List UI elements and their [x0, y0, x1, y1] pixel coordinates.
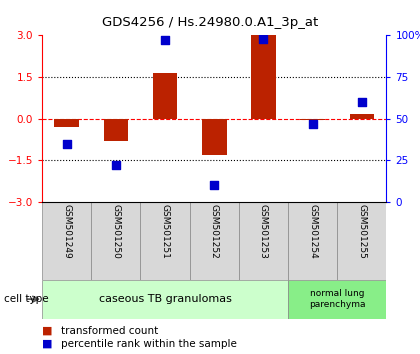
Bar [140, 202, 189, 280]
Point [260, 36, 267, 41]
Text: caseous TB granulomas: caseous TB granulomas [99, 294, 231, 304]
Text: ■: ■ [42, 339, 52, 349]
Bar [337, 202, 386, 280]
Bar [42, 280, 288, 319]
Text: GSM501250: GSM501250 [111, 204, 120, 259]
Text: GSM501249: GSM501249 [62, 204, 71, 259]
Bar [189, 202, 239, 280]
Text: transformed count: transformed count [61, 326, 158, 336]
Bar [349, 114, 374, 119]
Point [63, 141, 70, 146]
Text: GDS4256 / Hs.24980.0.A1_3p_at: GDS4256 / Hs.24980.0.A1_3p_at [102, 16, 318, 29]
Bar [153, 73, 177, 119]
Bar [239, 202, 288, 280]
Point [211, 182, 218, 188]
Bar [54, 119, 79, 127]
Bar [103, 119, 128, 141]
Text: GSM501254: GSM501254 [308, 204, 317, 259]
Point [358, 99, 365, 105]
Text: GSM501251: GSM501251 [160, 204, 170, 259]
Text: ■: ■ [42, 326, 52, 336]
Bar [202, 119, 226, 155]
Bar [251, 35, 276, 119]
Text: GSM501255: GSM501255 [357, 204, 366, 259]
Text: normal lung
parenchyma: normal lung parenchyma [309, 290, 365, 309]
Text: percentile rank within the sample: percentile rank within the sample [61, 339, 237, 349]
Text: cell type: cell type [4, 294, 49, 304]
Bar [42, 202, 91, 280]
Point [309, 121, 316, 126]
Bar [288, 202, 337, 280]
Bar [300, 119, 325, 120]
Point [113, 162, 119, 168]
Point [162, 38, 168, 43]
Bar [288, 280, 386, 319]
Text: GSM501253: GSM501253 [259, 204, 268, 259]
Text: GSM501252: GSM501252 [210, 204, 219, 259]
Bar [91, 202, 140, 280]
